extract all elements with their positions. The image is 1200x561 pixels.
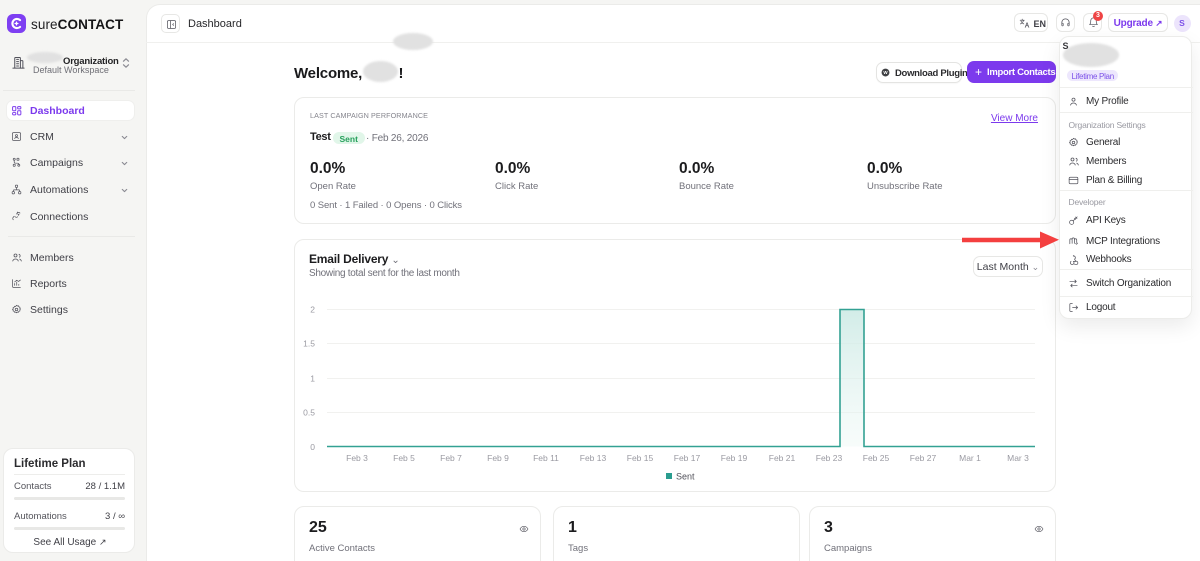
svg-text:Feb 19: Feb 19 [721, 453, 748, 463]
svg-text:Feb 7: Feb 7 [440, 453, 462, 463]
svg-text:Feb 11: Feb 11 [533, 453, 559, 463]
svg-text:0.5: 0.5 [303, 408, 315, 418]
svg-text:Feb 21: Feb 21 [769, 453, 796, 463]
svg-text:Feb 17: Feb 17 [674, 453, 701, 463]
svg-text:Feb 23: Feb 23 [816, 453, 843, 463]
svg-text:Feb 15: Feb 15 [627, 453, 654, 463]
svg-text:Feb 3: Feb 3 [346, 453, 368, 463]
svg-text:Feb 5: Feb 5 [393, 453, 415, 463]
svg-text:Feb 27: Feb 27 [910, 453, 937, 463]
svg-text:1.5: 1.5 [303, 339, 315, 349]
svg-text:Mar 3: Mar 3 [1007, 453, 1029, 463]
svg-text:Feb 25: Feb 25 [863, 453, 890, 463]
svg-text:Feb 9: Feb 9 [487, 453, 509, 463]
svg-text:2: 2 [310, 305, 315, 315]
svg-text:Feb 13: Feb 13 [580, 453, 607, 463]
svg-text:0: 0 [310, 442, 315, 452]
svg-text:W: W [883, 70, 888, 75]
svg-text:Sent: Sent [676, 472, 695, 482]
svg-text:1: 1 [310, 374, 315, 384]
svg-text:Mar 1: Mar 1 [959, 453, 981, 463]
